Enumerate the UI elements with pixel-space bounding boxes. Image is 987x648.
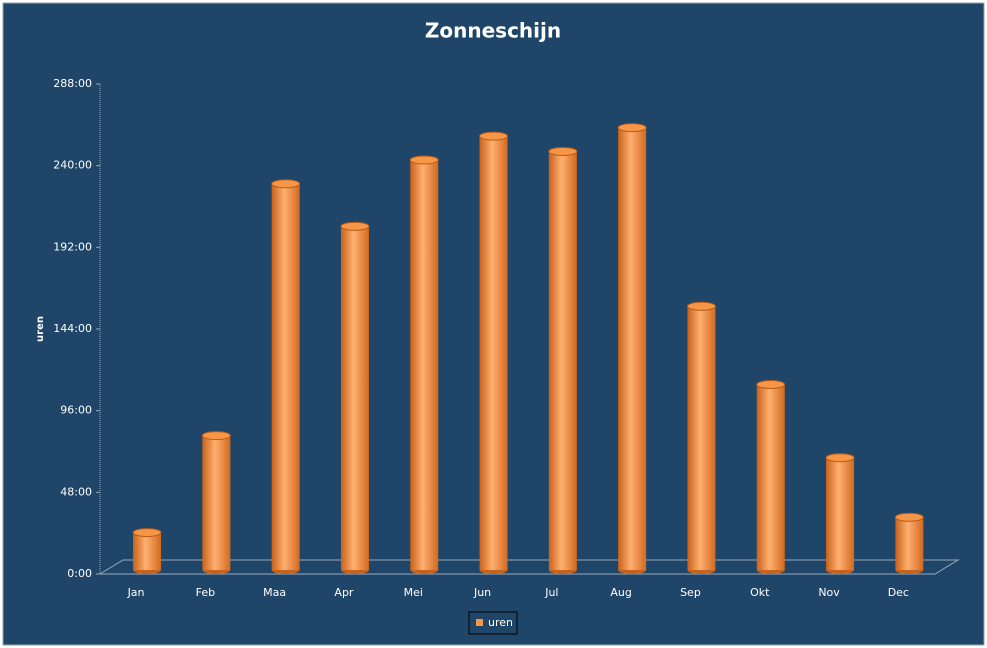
x-tick-label: Sep [680, 586, 701, 599]
cylinder-top [409, 155, 439, 165]
x-tick-label: Dec [888, 586, 909, 599]
y-tick-label: 48:00 [60, 485, 92, 498]
bar [826, 457, 855, 570]
cylinder-top [479, 131, 509, 141]
bar [618, 127, 647, 570]
cylinder [825, 453, 855, 574]
y-tick-label: 96:00 [60, 404, 92, 417]
cylinder-top [340, 221, 370, 231]
cylinder [340, 221, 370, 574]
x-tick-label: Jan [127, 586, 145, 599]
y-tick-label: 0:00 [67, 567, 92, 580]
cylinder [756, 380, 786, 574]
bar [756, 384, 785, 570]
x-tick-label: Okt [750, 586, 770, 599]
x-tick-label: Feb [196, 586, 215, 599]
y-axis-label: uren [35, 316, 46, 342]
bar [687, 306, 716, 570]
cylinder-top [617, 123, 647, 133]
chart-title: Zonneschijn [425, 19, 561, 43]
cylinder-top [894, 512, 924, 522]
bar [202, 435, 231, 570]
floor [98, 559, 960, 575]
cylinder [409, 155, 439, 574]
x-tick-label: Maa [263, 586, 286, 599]
cylinder-top [686, 301, 716, 311]
cylinder [201, 431, 231, 574]
x-tick-label: Mei [404, 586, 423, 599]
bar [410, 159, 439, 570]
cylinder [479, 131, 509, 574]
legend: uren [468, 611, 518, 635]
cylinder [132, 528, 162, 574]
x-tick-label: Nov [818, 586, 840, 599]
bar [340, 226, 369, 570]
cylinder [686, 301, 716, 574]
y-tick-label: 240:00 [53, 159, 92, 172]
cylinder-top [201, 431, 231, 441]
bar [548, 151, 577, 571]
cylinder-top [756, 380, 786, 390]
cylinder [894, 512, 924, 574]
cylinder-top [271, 179, 301, 189]
legend-label: uren [488, 616, 513, 629]
cylinder-top [548, 146, 578, 156]
y-tick-label: 144:00 [53, 322, 92, 335]
bar [271, 183, 300, 570]
cylinder [617, 123, 647, 574]
bar [133, 532, 162, 570]
legend-box [468, 611, 518, 635]
legend-swatch [476, 619, 483, 626]
cylinder-top [132, 528, 162, 538]
y-tick-label: 192:00 [53, 240, 92, 253]
x-tick-label: Jun [473, 586, 491, 599]
bar [479, 136, 508, 571]
cylinder-top [825, 453, 855, 463]
x-tick-label: Aug [610, 586, 631, 599]
cylinder [548, 146, 578, 574]
cylinder [271, 179, 301, 574]
bar [895, 517, 924, 570]
x-tick-label: Jul [544, 586, 558, 599]
y-tick-label: 288:00 [53, 77, 92, 90]
x-tick-label: Apr [334, 586, 354, 599]
